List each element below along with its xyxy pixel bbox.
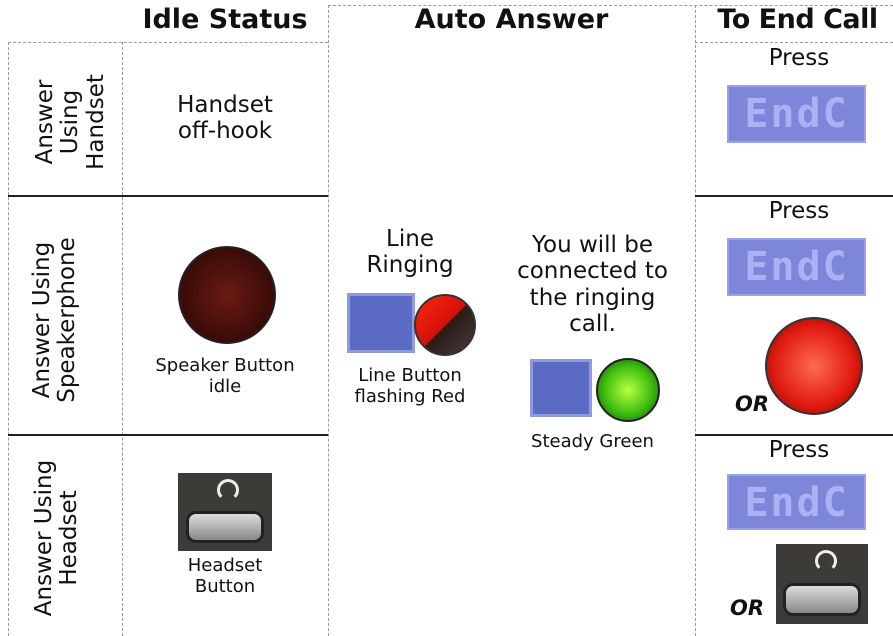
idle-text: Handset off-hook <box>177 92 273 145</box>
endc-softkey: EndC <box>727 238 866 296</box>
row-label: Answer Using Headset <box>31 459 83 617</box>
speaker-button-icon <box>765 317 863 415</box>
row-label: Answer Using Handset <box>32 74 109 170</box>
column-header: To End Call <box>717 4 878 35</box>
press-text: Press <box>768 437 830 463</box>
or-text: OR <box>735 392 770 416</box>
idle-caption: Speaker Button idle <box>155 355 295 397</box>
green-led-icon <box>596 358 660 422</box>
border <box>8 42 9 636</box>
endc-softkey: EndC <box>727 85 866 143</box>
red-led-icon <box>414 294 476 356</box>
border <box>122 42 123 636</box>
auto-caption: Steady Green <box>531 431 654 452</box>
auto-caption: Line Button flashing Red <box>354 365 466 407</box>
border <box>695 5 696 636</box>
press-text: Press <box>768 45 830 71</box>
row-label: Answer Using Speakerphone <box>29 237 81 403</box>
border <box>8 42 328 43</box>
row-divider <box>695 434 893 436</box>
line-button-icon <box>530 359 592 417</box>
border <box>328 5 329 636</box>
press-text: Press <box>768 198 830 224</box>
headset-button-icon <box>776 544 868 624</box>
endc-softkey: EndC <box>727 474 866 530</box>
idle-caption: Headset Button <box>187 555 263 597</box>
or-text: OR <box>730 596 765 620</box>
border <box>328 5 893 6</box>
speaker-button-icon <box>178 246 276 344</box>
row-divider <box>695 195 893 197</box>
headset-button-icon <box>178 473 272 551</box>
auto-text: You will be connected to the ringing cal… <box>517 232 668 338</box>
border <box>695 42 893 43</box>
row-divider <box>8 434 328 436</box>
auto-text: Line Ringing <box>366 226 454 279</box>
column-header: Auto Answer <box>414 4 609 35</box>
line-button-icon <box>347 293 415 353</box>
column-header: Idle Status <box>142 4 308 35</box>
row-divider <box>8 195 328 197</box>
